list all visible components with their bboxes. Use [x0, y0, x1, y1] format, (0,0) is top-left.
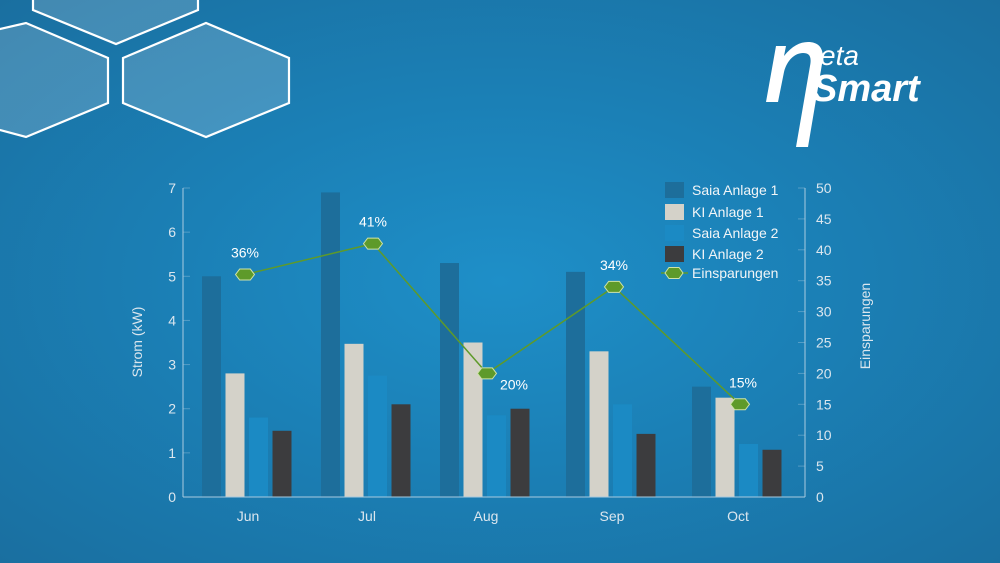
savings-marker-hexagon-icon	[729, 398, 751, 411]
eta-symbol-icon	[766, 42, 823, 147]
bar-series-group	[202, 192, 782, 497]
legend-item-ki-anlage-1[interactable]: KI Anlage 1	[665, 204, 764, 220]
bar-ki-anlage-2-jun	[272, 430, 292, 497]
legend-item-saia-anlage-1[interactable]: Saia Anlage 1	[665, 182, 779, 198]
savings-marker-hexagon-icon	[603, 280, 625, 293]
category-group-aug	[440, 263, 530, 497]
bar-ki-anlage-1-sep	[589, 351, 609, 497]
bar-saia-anlage-1-jul	[321, 192, 340, 497]
logo-smart-text: Smart	[812, 68, 921, 110]
category-group-jul	[321, 192, 411, 497]
bar-saia-anlage-2-jul	[368, 375, 387, 497]
right-tick-label: 25	[816, 335, 832, 351]
bar-ki-anlage-2-oct	[762, 449, 782, 497]
bar-saia-anlage-1-oct	[692, 386, 711, 497]
savings-marker-hexagon-icon	[234, 268, 256, 281]
bar-ki-anlage-1-oct	[715, 397, 735, 497]
legend-label: Einsparungen	[692, 265, 778, 281]
axis-ticks: Jun Jul Aug Sep Oct0123456705101520253035404…	[168, 180, 832, 524]
legend-label: KI Anlage 1	[692, 204, 764, 220]
bar-saia-anlage-1-sep	[566, 271, 585, 497]
savings-value-label: 41%	[359, 214, 387, 230]
bar-ki-anlage-1-jun	[225, 373, 245, 497]
left-tick-label: 7	[168, 180, 176, 196]
hexagon-shape	[31, 0, 200, 46]
bar-saia-anlage-1-jun	[202, 276, 221, 497]
bar-saia-anlage-1-aug	[440, 263, 459, 497]
chart-axes	[182, 188, 806, 498]
bar-ki-anlage-2-sep	[636, 433, 656, 497]
legend-item-saia-anlage-2[interactable]: Saia Anlage 2	[665, 225, 779, 241]
savings-value-label: 20%	[500, 376, 528, 392]
bar-saia-anlage-2-aug	[487, 415, 506, 497]
legend-swatch	[665, 204, 684, 220]
savings-marker-hexagon-icon	[362, 237, 384, 250]
logo-eta-text: eta	[820, 40, 859, 71]
hexagon-decoration	[0, 0, 291, 139]
legend-swatch	[665, 246, 684, 262]
x-tick-label: Oct	[727, 508, 749, 524]
right-tick-label: 50	[816, 180, 832, 196]
x-tick-label: Sep	[600, 508, 625, 524]
right-tick-label: 45	[816, 211, 832, 227]
category-group-jun	[202, 276, 292, 497]
bar-ki-anlage-1-jul	[344, 343, 364, 497]
legend-item-einsparungen[interactable]: Einsparungen	[661, 265, 778, 281]
neta-smart-logo: eta Smart	[766, 40, 921, 147]
left-tick-label: 2	[168, 401, 176, 417]
right-tick-label: 30	[816, 304, 832, 320]
x-tick-label: Jun	[237, 508, 260, 524]
bar-saia-anlage-2-jun	[249, 417, 268, 497]
bar-ki-anlage-1-aug	[463, 342, 483, 497]
right-tick-label: 20	[816, 365, 832, 381]
left-tick-label: 1	[168, 445, 176, 461]
savings-value-label: 36%	[231, 245, 259, 261]
left-tick-label: 6	[168, 224, 176, 240]
x-tick-label: Aug	[474, 508, 499, 524]
legend-label: Saia Anlage 1	[692, 182, 779, 198]
savings-line	[244, 242, 741, 405]
bar-ki-anlage-2-aug	[510, 408, 530, 497]
left-tick-label: 4	[168, 312, 176, 328]
chart-legend: Saia Anlage 1 KI Anlage 1 Saia Anlage 2 KI …	[661, 182, 779, 281]
left-tick-label: 0	[168, 489, 176, 505]
left-axis-title: Strom (kW)	[129, 307, 145, 378]
right-tick-label: 5	[816, 458, 824, 474]
left-tick-label: 3	[168, 357, 176, 373]
legend-swatch	[665, 182, 684, 198]
savings-value-label: 34%	[600, 257, 628, 273]
category-group-sep	[566, 271, 656, 497]
legend-hexagon-icon	[664, 267, 684, 279]
right-axis-title: Einsparungen	[857, 283, 873, 369]
legend-label: KI Anlage 2	[692, 246, 764, 262]
hexagon-shape	[0, 21, 110, 139]
bar-saia-anlage-2-oct	[739, 444, 758, 497]
x-tick-label: Jul	[358, 508, 376, 524]
bar-ki-anlage-2-jul	[391, 404, 411, 497]
savings-value-label: 15%	[729, 374, 757, 390]
right-tick-label: 10	[816, 427, 832, 443]
legend-swatch	[665, 225, 684, 241]
legend-item-ki-anlage-2[interactable]: KI Anlage 2	[665, 246, 764, 262]
savings-line-series: 36% 41% 20% 34% 15%	[231, 214, 757, 411]
legend-label: Saia Anlage 2	[692, 225, 779, 241]
left-tick-label: 5	[168, 268, 176, 284]
right-tick-label: 15	[816, 396, 832, 412]
hexagon-shape	[121, 21, 291, 139]
right-tick-label: 35	[816, 273, 832, 289]
category-group-oct	[692, 386, 782, 497]
right-tick-label: 0	[816, 489, 824, 505]
right-tick-label: 40	[816, 242, 832, 258]
savings-marker-hexagon-icon	[476, 367, 498, 380]
bar-saia-anlage-2-sep	[613, 404, 632, 497]
